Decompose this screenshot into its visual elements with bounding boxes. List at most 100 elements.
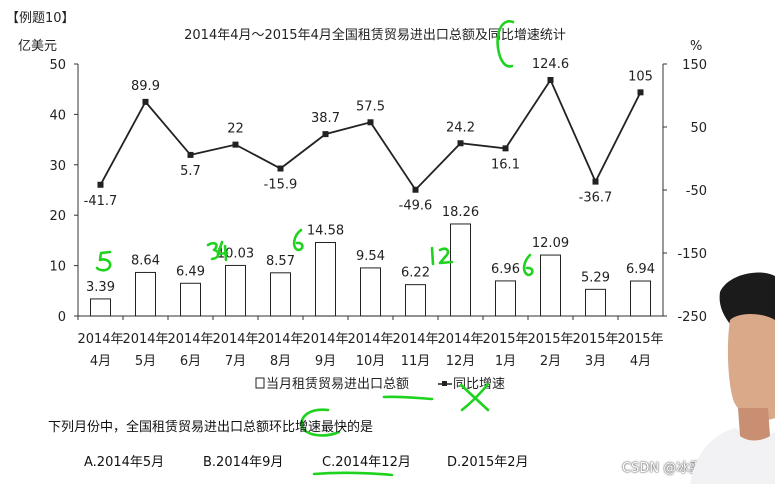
legend-bar-swatch <box>255 377 265 389</box>
example-label: 【例题10】 <box>6 11 75 26</box>
bar <box>225 264 246 317</box>
line-point <box>187 151 194 158</box>
x-category-labels: 2014年 4月 2014年 5月 2014年 6月 2014年 7月 2014年 8月 2014年… <box>77 316 664 369</box>
x-category-month: 5月 <box>135 354 156 369</box>
option-c[interactable]: C.2014年12月 <box>322 455 411 470</box>
bar-data-label: 8.64 <box>131 253 160 268</box>
presenter-hair <box>719 272 775 328</box>
x-category-month: 12月 <box>446 354 476 369</box>
option-a[interactable]: A.2014年5月 <box>84 455 165 470</box>
x-category-year: 2015年 <box>527 332 573 347</box>
y-tick-left-label: 50 <box>49 58 66 73</box>
presenter-shirt <box>690 428 775 484</box>
presenter-face <box>727 314 775 421</box>
presenter-neck <box>738 408 770 441</box>
x-category-month: 10月 <box>356 354 386 369</box>
line-point <box>592 178 599 185</box>
question-text: 下列月份中，全国租赁贸易进出口总额环比增速最快的是 <box>48 420 374 435</box>
option-d[interactable]: D.2015年2月 <box>447 455 529 470</box>
x-category-year: 2015年 <box>572 332 618 347</box>
y-tick-right-label: 50 <box>690 121 707 136</box>
line-point <box>547 77 554 84</box>
x-category-month: 3月 <box>585 354 606 369</box>
line-data-label: 38.7 <box>311 111 340 126</box>
x-category-month: 6月 <box>180 354 201 369</box>
x-category-month: 8月 <box>270 354 291 369</box>
line-data-label: 16.1 <box>491 157 520 172</box>
y-ticks-left: 0 10 20 30 40 50 <box>49 58 78 325</box>
bar <box>315 242 336 317</box>
presenter-webcam <box>690 272 775 484</box>
x-category-year: 2014年 <box>437 332 483 347</box>
x-category-year: 2014年 <box>302 332 348 347</box>
line-point <box>412 186 419 193</box>
line-data-label: -49.6 <box>399 199 433 214</box>
line-data-label: 5.7 <box>180 164 201 179</box>
bar-data-label: 6.22 <box>401 266 430 281</box>
bar <box>135 271 156 317</box>
annotation-6-b <box>522 253 534 277</box>
bar <box>585 288 606 317</box>
line-point <box>277 165 284 172</box>
annotation-option-underline <box>312 471 394 477</box>
x-category-month: 1月 <box>495 354 516 369</box>
bar <box>630 280 651 317</box>
bar-data-label: 6.94 <box>626 262 655 277</box>
bar-data-label: 6.96 <box>491 262 520 277</box>
line-data-label: -41.7 <box>84 194 118 209</box>
bar-data-label: 14.58 <box>307 224 344 239</box>
line-point <box>502 145 509 152</box>
x-category-month: 7月 <box>225 354 246 369</box>
bar <box>180 282 201 317</box>
annotation-3 <box>206 241 220 261</box>
line-data-label: 57.5 <box>356 99 385 114</box>
x-category-year: 2014年 <box>347 332 393 347</box>
bar-data-label: 3.39 <box>86 280 115 295</box>
annotation-5 <box>95 250 112 272</box>
annotation-6-a <box>292 228 304 252</box>
line-markers <box>97 77 644 193</box>
line-point <box>457 140 464 147</box>
handwritten-annotations <box>95 20 534 477</box>
y-ticks-right: -250 -150 -50 50 150 <box>663 58 707 325</box>
annotation-4 <box>216 240 229 262</box>
option-b[interactable]: B.2014年9月 <box>203 455 284 470</box>
annotation-question-circle <box>300 408 341 437</box>
bar <box>495 280 516 317</box>
x-category-year: 2014年 <box>257 332 303 347</box>
bar <box>90 298 111 317</box>
x-category-year: 2014年 <box>167 332 213 347</box>
legend-line-marker <box>442 381 447 386</box>
bar-data-label: 18.26 <box>442 205 479 220</box>
bar-data-label: 12.09 <box>532 236 569 251</box>
line-data-label: 124.6 <box>532 57 569 72</box>
annotation-title-circle <box>496 20 515 68</box>
bar-data-label: 9.54 <box>356 249 385 264</box>
line-point <box>97 181 104 188</box>
x-category-year: 2015年 <box>482 332 528 347</box>
line-data-label: -15.9 <box>264 178 298 193</box>
annotation-legend-underline <box>382 395 434 401</box>
x-category-month: 11月 <box>401 354 431 369</box>
legend-bar-label: 当月租赁贸易进出口总额 <box>266 377 409 392</box>
bar-series <box>90 223 651 317</box>
line-point <box>232 141 239 148</box>
bar <box>360 267 381 317</box>
x-category-month: 4月 <box>630 354 651 369</box>
x-category-month: 2月 <box>540 354 561 369</box>
y-axis-left-label: 亿美元 <box>18 39 57 54</box>
annotation-legend-cross <box>459 382 490 412</box>
bar-data-label: 8.57 <box>266 254 295 269</box>
y-tick-left-label: 20 <box>49 209 66 224</box>
chart-title: 2014年4月～2015年4月全国租赁贸易进出口总额及同比增速统计 <box>184 27 566 43</box>
line-labels: -41.7 89.9 5.7 22 -15.9 38.7 57.5 -49.6 24.2 16.1… <box>84 57 653 214</box>
y-tick-right-label: 150 <box>682 58 707 73</box>
bar <box>405 284 426 317</box>
x-category-year: 2015年 <box>617 332 663 347</box>
annotation-12 <box>430 246 454 266</box>
line-point <box>637 89 644 96</box>
line-data-label: 89.9 <box>131 79 160 94</box>
bar <box>270 272 291 317</box>
